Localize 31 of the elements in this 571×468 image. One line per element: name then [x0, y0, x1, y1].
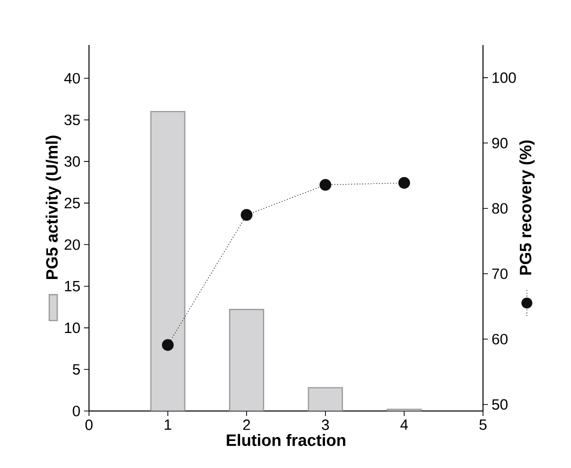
x-tick-label: 4 [400, 420, 408, 430]
bar [308, 387, 343, 411]
y2-axis-title: PG5 recovery (%) [519, 140, 535, 275]
y-tick-label: 25 [64, 198, 80, 208]
y-tick-label: 30 [64, 156, 80, 167]
y2-tick-label: 70 [492, 268, 508, 280]
x-axis-title: Elution fraction [226, 434, 346, 446]
y-tick-label: 10 [65, 322, 80, 334]
y-tick-label: 15 [65, 281, 80, 292]
x-tick-label: 1 [164, 420, 172, 430]
bar [229, 308, 264, 411]
point [240, 209, 252, 221]
y-axis-title: PG5 activity (U/ml) [46, 136, 62, 280]
y2-tick-label: 100 [492, 72, 516, 83]
point [320, 178, 332, 191]
x-tick-label: 2 [243, 420, 250, 430]
bar [150, 110, 186, 411]
y-tick-label: 0 [72, 406, 80, 416]
y2-tick-label: 90 [492, 138, 508, 148]
x-tick-label: 3 [322, 420, 329, 430]
y-tick-label: 5 [72, 364, 80, 375]
point [162, 339, 174, 351]
y-tick-label: 40 [64, 72, 80, 84]
y-tick-label: 20 [64, 239, 80, 250]
y2-tick-label: 50 [492, 399, 508, 410]
x-tick-label: 5 [479, 420, 487, 430]
y-tick-label: 35 [64, 114, 80, 126]
point [398, 177, 410, 189]
y2-tick-label: 60 [492, 334, 508, 344]
x-tick-label: 0 [85, 420, 93, 430]
y2-tick-label: 80 [492, 203, 508, 214]
